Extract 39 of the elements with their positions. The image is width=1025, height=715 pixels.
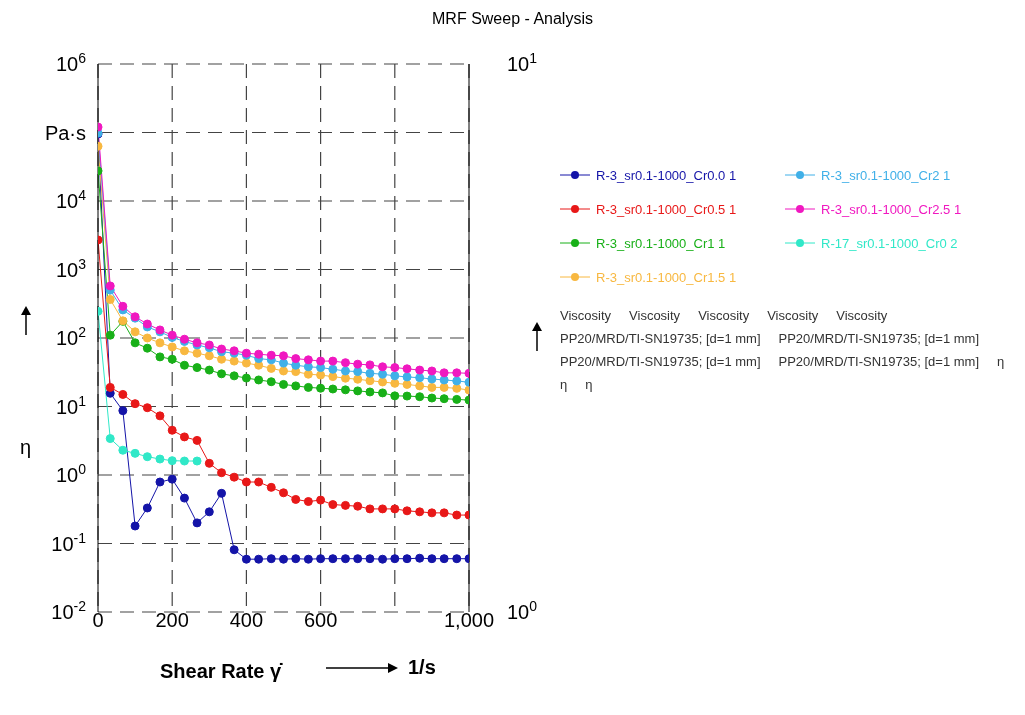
text: η (585, 377, 593, 392)
text: PP20/MRD/TI-SN19735; [d=1 mm] (778, 331, 979, 346)
legend-label: R-3_sr0.1-1000_Cr2.5 1 (821, 201, 962, 217)
text: PP20/MRD/TI-SN19735; [d=1 mm] (778, 354, 979, 369)
y-tick-label: 10$^{4}$ (55, 187, 87, 212)
legend-label: R-3_sr0.1-1000_Cr1 1 (596, 235, 726, 251)
y-tick-label: 10$^{-2}$ (51, 598, 87, 623)
y2-tick-label: 10$^{0}$ (507, 598, 538, 623)
x-tick-label: 1,000 (443, 609, 495, 631)
text: PP20/MRD/TI-SN19735; [d=1 mm] (560, 331, 761, 346)
y2-tick-label: 10$^{1}$ (507, 50, 538, 75)
y-tick-label: Pa·s (44, 121, 86, 144)
y-tick-label: 10$^{0}$ (55, 461, 87, 486)
x-axis-title: Shear Rate γ̇ (160, 660, 282, 683)
legend-label: R-17_sr0.1-1000_Cr0 2 (821, 235, 958, 251)
text: 1/s (408, 656, 436, 679)
legend-label: R-3_sr0.1-1000_Cr0.5 1 (596, 201, 737, 217)
text: η (560, 377, 568, 392)
text: MRF Sweep - Analysis (431, 10, 594, 28)
text: Viscosity (629, 308, 681, 323)
x-tick-label: 600 (303, 609, 338, 631)
x-tick-label: 400 (229, 609, 264, 631)
y-axis-title: η (20, 436, 32, 459)
y-tick-label: 10$^{3}$ (55, 255, 87, 281)
y-tick-label: 10$^{1}$ (55, 392, 87, 418)
text: Viscosity (698, 308, 750, 323)
legend-label: R-3_sr0.1-1000_Cr1.5 1 (596, 269, 737, 285)
x-tick-label: 200 (155, 609, 189, 631)
legend-label: R-3_sr0.1-1000_Cr2 1 (821, 167, 951, 183)
x-tick-label: 0 (92, 609, 104, 631)
text: Viscosity (767, 308, 819, 323)
text: Viscosity (836, 308, 888, 323)
text: Viscosity (560, 308, 612, 323)
y-tick-label: 10$^{-1}$ (51, 529, 87, 555)
y-tick-label: 10$^{2}$ (55, 324, 87, 349)
text: PP20/MRD/TI-SN19735; [d=1 mm] (560, 354, 761, 369)
legend-label: R-3_sr0.1-1000_Cr0.0 1 (596, 167, 737, 183)
y-tick-label: 10$^{6}$ (55, 50, 87, 75)
text: η (997, 354, 1005, 369)
